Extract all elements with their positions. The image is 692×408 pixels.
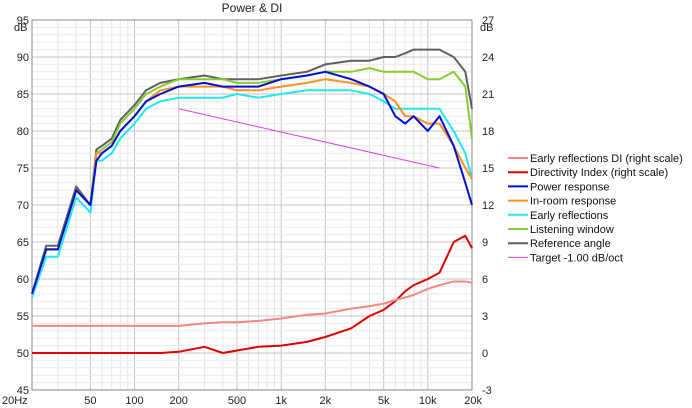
x-tick-label: 10k	[419, 395, 437, 407]
x-tick-label: 100	[125, 395, 143, 407]
left-tick-label: 65	[17, 237, 29, 249]
left-tick-label: 55	[17, 311, 29, 323]
right-tick-label: 27	[482, 15, 494, 27]
chart-title: Power & DI	[222, 1, 283, 15]
x-tick-label: 200	[170, 395, 188, 407]
left-tick-label: 80	[17, 126, 29, 138]
series-line-2	[31, 70, 473, 295]
x-tick-label: 500	[228, 395, 246, 407]
legend-label: Target -1.00 dB/oct	[530, 252, 623, 264]
legend-label: Listening window	[530, 224, 614, 236]
x-tick-label: 1k	[275, 395, 287, 407]
left-axis: 95 90 85 80 75 70 65 60 55 50 45	[17, 15, 29, 397]
series-line-0	[32, 280, 473, 327]
right-tick-label: 3	[482, 311, 488, 323]
x-axis: 20Hz 50 100 200 500 1k 2k 5k 10k 20k	[2, 395, 482, 407]
left-tick-label: 85	[17, 89, 29, 101]
x-tick-label: 20Hz	[2, 395, 28, 407]
x-tick-label: 2k	[319, 395, 331, 407]
x-tick-label: 5k	[378, 395, 390, 407]
right-tick-label: 24	[482, 52, 494, 64]
left-tick-label: 45	[17, 385, 29, 397]
legend-label: Directivity Index (right scale)	[530, 167, 668, 179]
series-line-1	[32, 234, 473, 354]
left-tick-label: 50	[17, 348, 29, 360]
left-tick-label: 90	[17, 52, 29, 64]
left-tick-label: 95	[17, 15, 29, 27]
left-tick-label: 60	[17, 274, 29, 286]
right-tick-label: -3	[482, 385, 492, 397]
grid	[31, 19, 473, 391]
legend-label: In-room response	[530, 196, 616, 208]
right-tick-label: 0	[482, 348, 488, 360]
series-line-7	[178, 108, 440, 169]
left-tick-label: 75	[17, 163, 29, 175]
left-axis-unit: dB	[14, 22, 27, 34]
right-tick-label: 15	[482, 163, 494, 175]
right-tick-label: 6	[482, 274, 488, 286]
right-tick-label: 12	[482, 200, 494, 212]
legend-label: Reference angle	[530, 238, 611, 250]
x-tick-label: 20k	[464, 395, 482, 407]
series-layer	[31, 48, 473, 354]
left-tick-label: 70	[17, 200, 29, 212]
legend-label: Early reflections	[530, 210, 609, 222]
right-tick-label: 9	[482, 237, 488, 249]
legend-label: Power response	[530, 181, 610, 193]
right-tick-label: 21	[482, 89, 494, 101]
x-tick-label: 50	[84, 395, 96, 407]
right-tick-label: 18	[482, 126, 494, 138]
right-axis-unit: dB	[480, 22, 493, 34]
legend: Early reflections DI (right scale) Direct…	[508, 153, 683, 264]
legend-label: Early reflections DI (right scale)	[530, 153, 683, 165]
right-axis: 27 24 21 18 15 12 9 6 3 0 -3	[482, 15, 494, 397]
series-line-6	[31, 48, 473, 295]
